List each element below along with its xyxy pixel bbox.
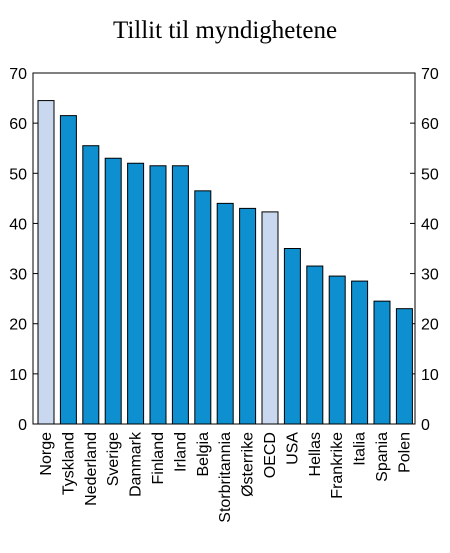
- y-tick-label-right: 20: [421, 317, 439, 334]
- bar-usa: [283, 248, 301, 425]
- bar-italia: [351, 280, 369, 425]
- bar-spania: [373, 300, 391, 425]
- y-tick-label-right: 60: [421, 116, 439, 133]
- y-axis-left: 0 10 20 30 40 50 60 70: [9, 66, 38, 434]
- bar-frankrike: [328, 275, 346, 425]
- bars: [37, 100, 413, 425]
- y-tick-label-right: 70: [421, 66, 439, 83]
- bar-finland: [149, 165, 167, 425]
- bar-sverige: [104, 157, 122, 425]
- x-tick-label: Østerrike: [240, 432, 257, 497]
- x-tick-label: Hellas: [307, 432, 324, 476]
- bar-polen: [395, 308, 413, 425]
- x-tick-label: Polen: [396, 432, 413, 473]
- bar-norge: [37, 100, 55, 425]
- y-tick-label-left: 0: [18, 417, 27, 434]
- bar-tyskland: [59, 115, 77, 425]
- x-tick-label: Storbritannia: [217, 432, 234, 523]
- y-tick-label-left: 30: [9, 267, 27, 284]
- x-tick-label: Italia: [352, 432, 369, 466]
- bar-storbritannia: [216, 202, 234, 425]
- bar-belgia: [194, 190, 212, 425]
- x-tick-label: Norge: [38, 432, 55, 476]
- bar-hellas: [306, 265, 324, 425]
- y-tick-label-left: 10: [9, 367, 27, 384]
- bar-irland: [171, 165, 189, 425]
- y-tick-label-right: 50: [421, 166, 439, 183]
- x-tick-label: Tyskland: [60, 432, 77, 495]
- chart-title: Tillit til myndighetene: [113, 17, 337, 44]
- x-tick-label: Nederland: [83, 432, 100, 506]
- y-axis-right: 0 10 20 30 40 50 60 70: [410, 66, 439, 434]
- x-tick-label: Irland: [172, 432, 189, 472]
- y-tick-label-right: 0: [421, 417, 430, 434]
- y-tick-label-left: 50: [9, 166, 27, 183]
- y-tick-label-right: 40: [421, 216, 439, 233]
- y-tick-label-left: 60: [9, 116, 27, 133]
- y-tick-label-right: 30: [421, 267, 439, 284]
- y-tick-label-left: 20: [9, 317, 27, 334]
- x-tick-label: Danmark: [128, 431, 145, 497]
- y-tick-label-left: 70: [9, 66, 27, 83]
- x-tick-label: Spania: [374, 432, 391, 482]
- bar-nederland: [82, 145, 100, 425]
- x-tick-label: Belgia: [195, 432, 212, 477]
- bar-danmark: [127, 162, 145, 425]
- x-tick-label: USA: [284, 432, 301, 465]
- y-tick-label-left: 40: [9, 216, 27, 233]
- y-tick-label-right: 10: [421, 367, 439, 384]
- x-tick-label: Frankrike: [329, 432, 346, 499]
- x-tick-label: Finland: [150, 432, 167, 484]
- bar-østerrike: [239, 207, 257, 425]
- bar-oecd: [261, 211, 279, 425]
- category-labels: Norge Tyskland Nederland Sverige Danmark Finl…: [38, 431, 413, 523]
- x-tick-label: Sverige: [105, 432, 122, 486]
- x-tick-label: OECD: [262, 432, 279, 478]
